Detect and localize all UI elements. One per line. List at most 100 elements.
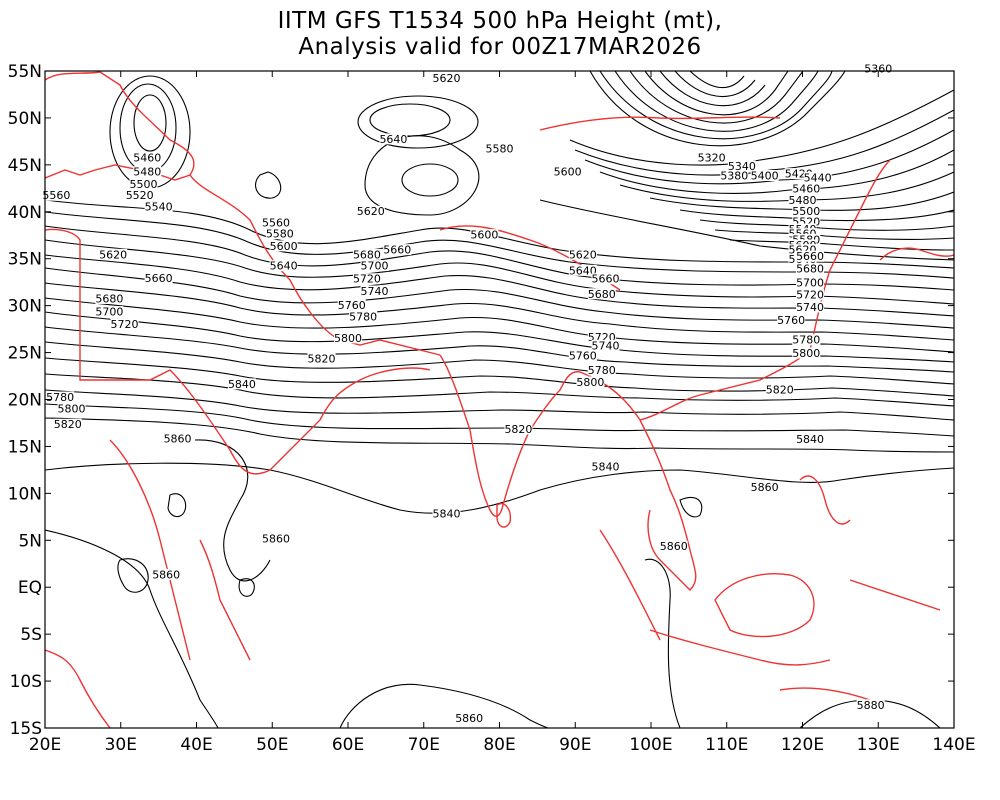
contour-line xyxy=(117,558,149,593)
contour-label-bg xyxy=(360,285,389,297)
contour-label-bg xyxy=(792,347,821,359)
contour-label: 5740 xyxy=(796,301,824,314)
contour-label: 5860 xyxy=(751,481,779,494)
contour-label-bg xyxy=(334,332,362,344)
contour-label-bg xyxy=(133,152,162,164)
contour-label-bg xyxy=(792,215,821,227)
contour-label-bg xyxy=(591,460,620,472)
contour-label-bg xyxy=(163,432,192,444)
contour-label-bg xyxy=(307,353,336,365)
contour-line xyxy=(644,71,789,116)
contour-label: 5780 xyxy=(792,334,820,347)
contour-line xyxy=(729,239,954,251)
contour-label: 5520 xyxy=(126,189,154,202)
contour-label: 5640 xyxy=(569,264,597,277)
contour-line xyxy=(45,529,219,728)
contour-line xyxy=(357,95,479,149)
coastline-newguinea xyxy=(849,579,941,611)
coastline-japan xyxy=(879,247,954,261)
contour-line xyxy=(699,219,954,231)
contour-label-bg xyxy=(144,272,173,284)
contour-label-bg xyxy=(57,402,86,414)
contour-label: 5440 xyxy=(804,171,832,184)
contour-line xyxy=(589,71,846,147)
lat-tick-label: 10N xyxy=(8,484,42,504)
contour-label: 5660 xyxy=(796,250,824,263)
map-axes: 55N 50N 45N 40N 35N 30N 25N 20N 15N 10N 5N EQ 5S 10S 1… xyxy=(8,62,976,755)
lat-tick-label: 55N xyxy=(8,62,42,82)
contour-label-bg xyxy=(152,568,181,580)
contour-line xyxy=(45,297,954,353)
contour-label: 5680 xyxy=(95,292,123,305)
contour-line xyxy=(45,389,954,421)
contour-label-bg xyxy=(349,310,378,322)
contour-line xyxy=(133,94,167,152)
coastline xyxy=(45,228,431,475)
contour-label: 5540 xyxy=(145,200,173,213)
contour-label-bg xyxy=(576,376,605,388)
contour-line xyxy=(45,267,954,329)
lat-tick-label: 5N xyxy=(18,531,42,551)
boundary xyxy=(539,116,781,131)
contour-line xyxy=(45,341,954,385)
contour-label-bg xyxy=(553,166,582,178)
contour-label: 5760 xyxy=(777,314,805,327)
contour-label: 5400 xyxy=(751,169,779,182)
contour-label: 5600 xyxy=(470,229,498,242)
coastlines xyxy=(45,71,954,728)
coastline-borneo xyxy=(714,573,815,638)
contour-line xyxy=(45,403,954,437)
contour-label: 5800 xyxy=(334,332,362,345)
contour-label: 5680 xyxy=(353,248,381,261)
coastline xyxy=(189,174,441,356)
coastline xyxy=(45,71,195,181)
contour-label-bg xyxy=(352,273,381,285)
contour-label: 5780 xyxy=(349,310,377,323)
contour-label: 5860 xyxy=(152,568,180,581)
contour-line xyxy=(614,71,819,132)
contour-label-bg xyxy=(53,418,82,430)
lon-tick-label: 20E xyxy=(29,735,61,755)
contour-line xyxy=(45,357,954,397)
lat-tick-label: 45N xyxy=(8,156,42,176)
contour-label-bg xyxy=(269,240,298,252)
map-title-line-2: Analysis valid for 00Z17MAR2026 xyxy=(298,34,702,60)
contour-line xyxy=(644,558,681,728)
contour-label: 5680 xyxy=(588,288,616,301)
contour-label-bg xyxy=(720,169,749,181)
coastline-java xyxy=(649,629,831,666)
contour-line xyxy=(45,373,954,407)
contour-line xyxy=(714,229,954,240)
contour-label-bg xyxy=(269,260,298,272)
contour-label: 5700 xyxy=(361,260,389,273)
contour-label: 5720 xyxy=(111,318,139,331)
contour-label-bg xyxy=(568,264,597,276)
contour-line xyxy=(45,326,954,373)
contour-line xyxy=(339,683,549,728)
contour-line xyxy=(599,149,954,194)
contour-label-bg xyxy=(796,301,825,313)
contour-label-bg xyxy=(591,273,620,285)
contour-label-bg xyxy=(568,248,597,260)
lon-tick-label: 50E xyxy=(256,735,288,755)
boundary xyxy=(109,439,191,661)
contour-label: 5600 xyxy=(554,166,582,179)
contour-label: 5860 xyxy=(455,712,483,725)
contour-label: 5720 xyxy=(796,289,824,302)
contour-label-bg xyxy=(796,250,825,262)
contour-label: 5620 xyxy=(432,72,460,85)
contour-label: 5780 xyxy=(46,391,74,404)
coastline-seasia xyxy=(579,371,697,591)
contour-label-bg xyxy=(133,166,162,178)
coastline-sumatra xyxy=(599,529,661,641)
contour-label: 5500 xyxy=(792,205,820,218)
contour-label-bg xyxy=(727,160,756,172)
contour-label-bg xyxy=(360,260,389,272)
contour-label-bg xyxy=(803,171,832,183)
contour-label: 5840 xyxy=(592,460,620,473)
contour-label: 5620 xyxy=(569,248,597,261)
boundary xyxy=(199,539,251,661)
contour-label: 5500 xyxy=(129,178,157,191)
lon-tick-label: 140E xyxy=(932,735,975,755)
contour-label-bg xyxy=(587,331,616,343)
